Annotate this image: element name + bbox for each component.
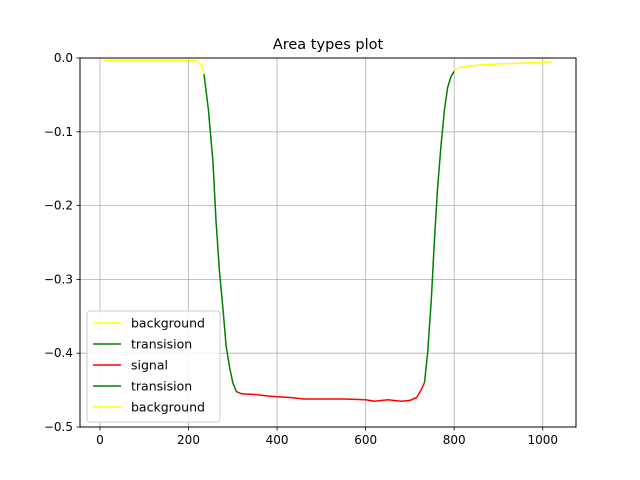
series-lines	[104, 59, 552, 402]
legend-label: transision	[131, 379, 192, 394]
y-tick-label: −0.2	[44, 199, 73, 213]
x-tick-label: 400	[266, 433, 289, 447]
series-line-3-signal	[236, 382, 426, 402]
legend-label: transision	[131, 337, 192, 352]
axis-ticks: 0 200 400 600 800 1000 0.0 −0.1 −0.2 −0.3 −0.4 −0.5	[44, 51, 558, 447]
legend-box	[86, 310, 221, 423]
legend-label: signal	[131, 358, 168, 373]
plot-frame	[79, 57, 577, 428]
legend-label: background	[131, 400, 205, 415]
y-tick-label: −0.4	[44, 346, 73, 360]
chart-title: Area types plot	[273, 37, 384, 53]
legend-label: background	[131, 316, 205, 331]
series-line-1-background	[104, 59, 205, 75]
y-tick-label: −0.5	[44, 420, 73, 434]
y-tick-label: 0.0	[54, 51, 73, 65]
series-line-5-background	[453, 60, 552, 72]
x-tick-label: 800	[443, 433, 466, 447]
series-line-4-transision	[423, 70, 455, 383]
x-tick-label: 600	[354, 433, 377, 447]
y-tick-label: −0.1	[44, 125, 73, 139]
legend: background transision signal transision back…	[86, 310, 221, 423]
x-tick-label: 0	[96, 433, 104, 447]
y-tick-label: −0.3	[44, 272, 73, 286]
x-tick-label: 200	[177, 433, 200, 447]
series-line-2-transision	[203, 74, 237, 392]
x-tick-label: 1000	[528, 433, 559, 447]
